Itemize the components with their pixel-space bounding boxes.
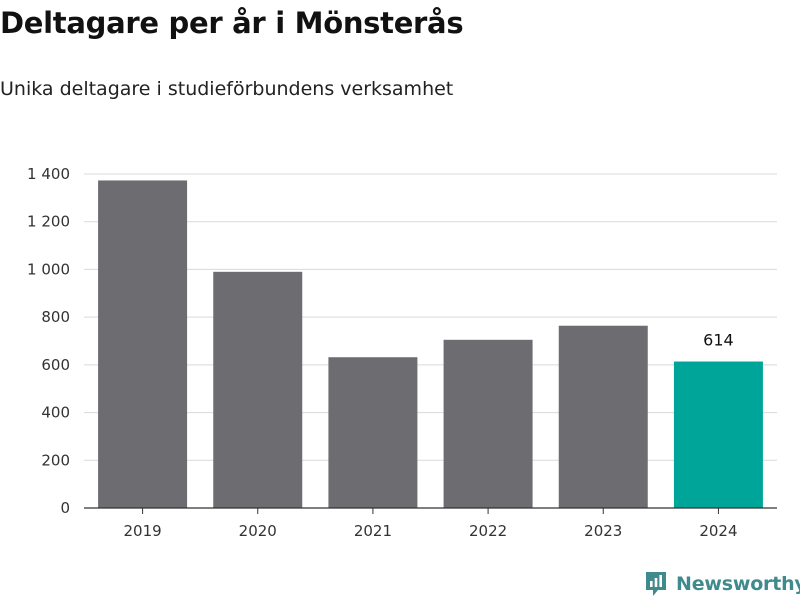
bar [673, 361, 763, 508]
bar [98, 180, 188, 509]
y-tick-label: 1 000 [27, 260, 70, 278]
y-tick-label: 0 [60, 499, 70, 517]
x-tick-label: 2021 [354, 522, 392, 540]
newsworthy-logo-icon [646, 572, 666, 596]
y-tick-label: 800 [41, 308, 70, 326]
y-tick-label: 200 [41, 451, 70, 469]
brand-name: Newsworthy [676, 573, 800, 595]
bar [443, 339, 533, 508]
y-tick-label: 400 [41, 404, 70, 422]
bar [213, 271, 303, 508]
y-tick-label: 600 [41, 356, 70, 374]
y-tick-label: 1 200 [27, 213, 70, 231]
x-tick-label: 2019 [123, 522, 161, 540]
brand-logo: Newsworthy [644, 569, 800, 599]
x-tick-label: 2020 [239, 522, 277, 540]
bar [328, 357, 418, 508]
bar [558, 325, 648, 508]
data-label: 614 [703, 331, 734, 350]
x-tick-label: 2022 [469, 522, 507, 540]
chart-subtitle: Unika deltagare i studieförbundens verks… [0, 78, 454, 100]
x-tick-label: 2024 [699, 522, 737, 540]
y-tick-label: 1 400 [27, 165, 70, 183]
x-tick-label: 2023 [584, 522, 622, 540]
chart-title: Deltagare per år i Mönsterås [0, 6, 464, 40]
